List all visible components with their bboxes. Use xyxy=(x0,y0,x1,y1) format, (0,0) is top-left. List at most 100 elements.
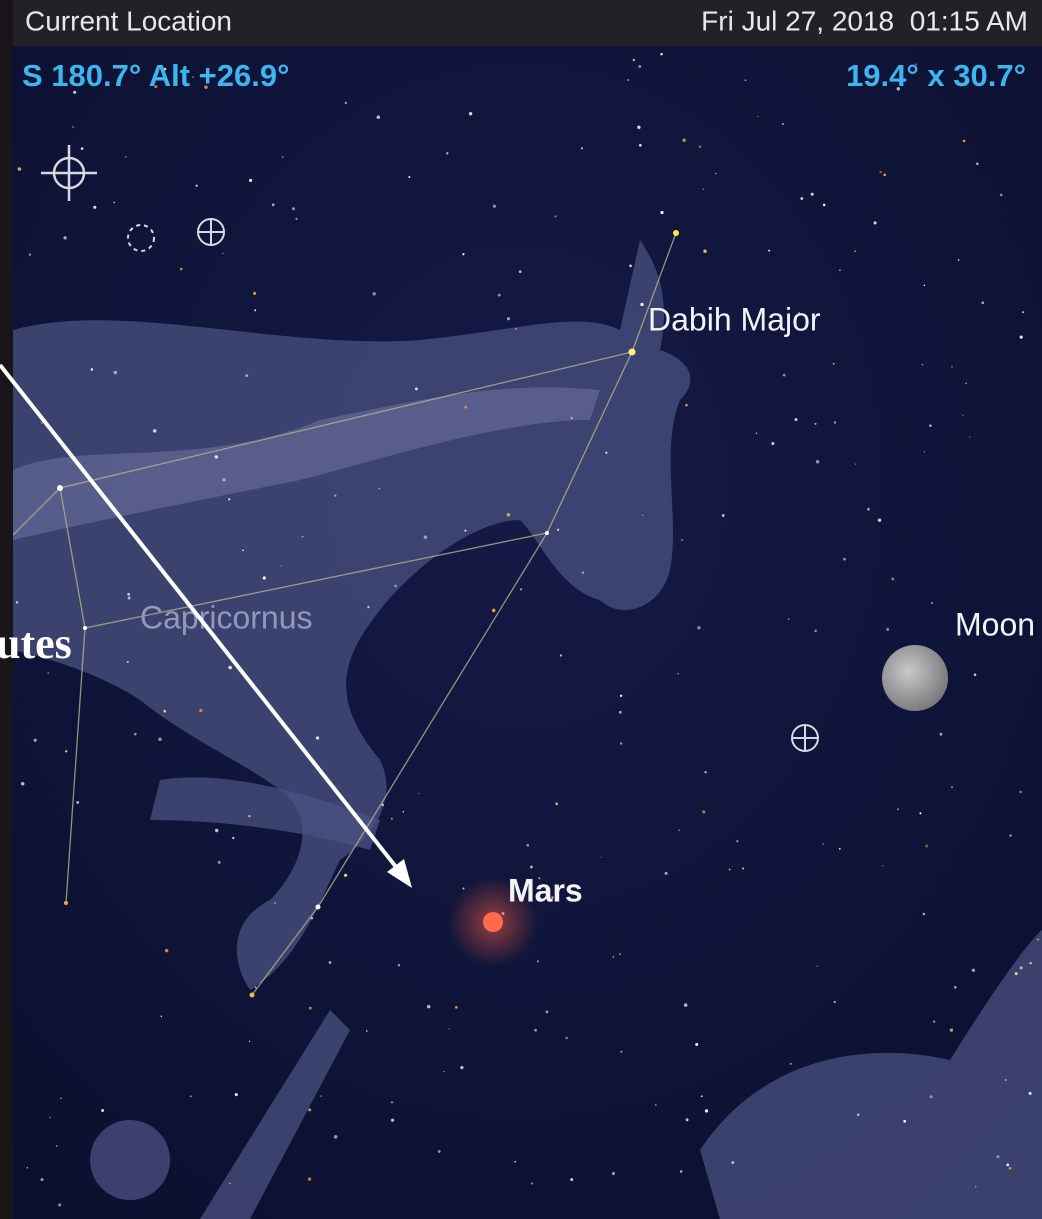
star xyxy=(814,422,817,425)
star xyxy=(832,362,835,365)
star xyxy=(308,1006,312,1010)
star xyxy=(310,917,314,920)
star xyxy=(402,810,405,813)
star xyxy=(629,264,632,268)
star xyxy=(497,293,501,297)
star xyxy=(307,1177,312,1181)
header-bar xyxy=(13,0,1042,46)
star xyxy=(101,1109,105,1112)
star xyxy=(214,455,218,459)
star xyxy=(242,549,244,552)
star xyxy=(873,221,877,225)
star xyxy=(33,738,37,742)
star xyxy=(931,602,933,604)
star xyxy=(468,111,473,116)
star xyxy=(367,605,370,609)
star xyxy=(973,673,977,676)
star xyxy=(199,708,203,713)
star xyxy=(929,424,932,427)
star xyxy=(736,840,739,843)
star xyxy=(771,441,775,446)
star xyxy=(782,373,786,377)
star xyxy=(381,803,384,807)
star xyxy=(619,694,623,697)
star xyxy=(308,1108,312,1112)
star xyxy=(822,203,826,207)
star xyxy=(328,961,332,964)
star xyxy=(160,1015,163,1018)
star xyxy=(559,654,562,657)
star xyxy=(437,1149,441,1153)
star xyxy=(612,956,615,958)
star xyxy=(20,782,25,786)
star xyxy=(295,217,298,221)
star xyxy=(1019,790,1022,794)
star xyxy=(962,139,966,143)
star xyxy=(518,270,522,273)
star xyxy=(320,1095,322,1097)
star xyxy=(154,85,158,89)
star xyxy=(73,90,77,94)
star xyxy=(605,451,608,454)
star xyxy=(843,557,846,561)
star xyxy=(126,660,129,663)
star xyxy=(49,1116,51,1119)
star xyxy=(627,78,630,82)
star xyxy=(551,896,554,899)
star xyxy=(879,170,882,174)
star xyxy=(919,812,922,815)
star xyxy=(923,451,926,453)
star xyxy=(134,732,137,736)
star xyxy=(923,284,926,286)
star xyxy=(443,1070,445,1073)
star xyxy=(179,267,183,271)
star xyxy=(462,253,465,256)
star xyxy=(565,1036,569,1040)
star-label: Dabih Major xyxy=(648,301,821,337)
star xyxy=(414,387,418,391)
moon xyxy=(882,645,948,711)
star xyxy=(800,197,804,200)
star xyxy=(685,403,688,407)
star xyxy=(695,1043,699,1046)
left-edge xyxy=(0,0,13,1219)
star xyxy=(660,210,664,215)
star xyxy=(855,463,857,465)
star xyxy=(234,1093,238,1097)
star xyxy=(619,953,621,956)
star xyxy=(814,629,817,633)
star xyxy=(113,370,118,375)
star xyxy=(280,565,282,567)
constellation-figure xyxy=(13,240,1042,1219)
star xyxy=(897,808,899,811)
star xyxy=(80,147,84,150)
star xyxy=(249,178,253,182)
arrow xyxy=(0,363,412,888)
star xyxy=(526,881,528,883)
location[interactable]: Current Location xyxy=(25,5,232,36)
mars xyxy=(483,912,503,932)
star xyxy=(581,571,585,574)
star xyxy=(127,596,131,600)
star xyxy=(922,912,926,916)
star xyxy=(925,844,929,848)
star xyxy=(611,1172,616,1176)
star xyxy=(618,710,622,714)
star xyxy=(372,292,376,296)
star xyxy=(704,1109,709,1113)
star xyxy=(418,792,420,795)
star xyxy=(939,732,943,736)
star xyxy=(704,771,707,774)
star xyxy=(949,1028,954,1032)
star xyxy=(703,249,707,253)
star xyxy=(514,1160,517,1163)
star xyxy=(642,514,644,516)
star xyxy=(58,1203,62,1207)
star xyxy=(271,203,275,207)
star xyxy=(681,539,683,541)
star xyxy=(40,1178,44,1182)
star xyxy=(965,382,968,385)
star xyxy=(158,737,162,741)
star xyxy=(883,173,887,177)
